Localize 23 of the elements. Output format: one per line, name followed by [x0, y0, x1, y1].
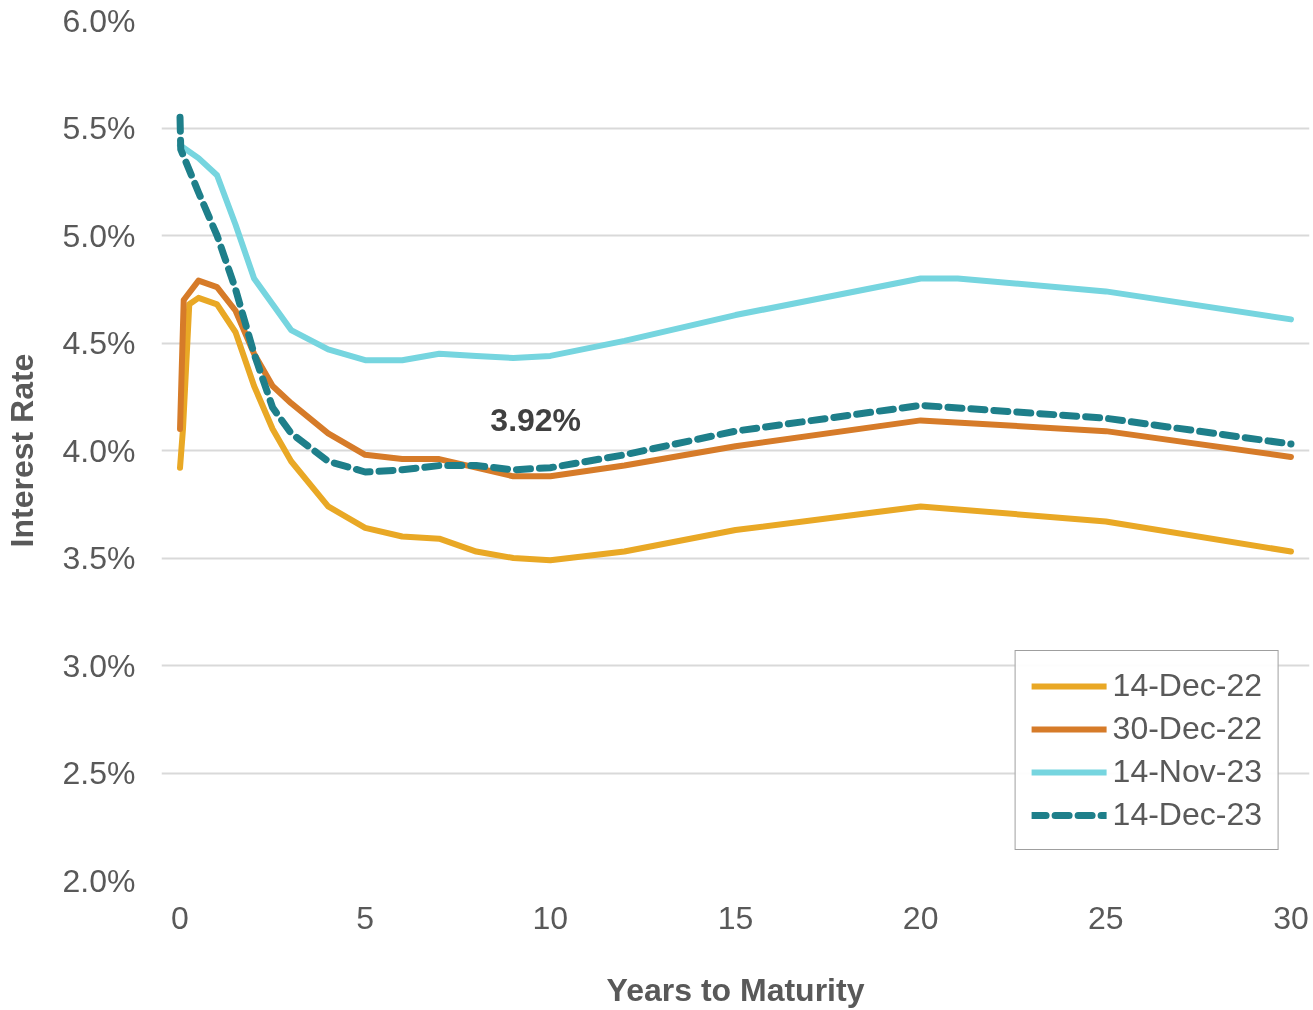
y-tick-label: 3.0%: [62, 647, 136, 684]
x-tick-label: 10: [532, 899, 569, 936]
y-tick-label: 2.0%: [62, 862, 136, 899]
x-tick-label: 5: [356, 899, 375, 936]
x-tick-label: 20: [902, 899, 939, 936]
y-tick-label: 3.5%: [62, 540, 136, 576]
y-tick-label: 4.5%: [62, 325, 136, 361]
y-tick-label: 5.0%: [62, 217, 136, 254]
y-tick-label: 2.5%: [62, 755, 136, 791]
y-axis-title: Interest Rate: [3, 353, 40, 548]
x-tick-label: 0: [171, 899, 189, 936]
y-tick-label: 6.0%: [62, 2, 136, 39]
x-tick-label: 30: [1273, 899, 1309, 936]
legend-label: 30-Dec-22: [1112, 710, 1262, 747]
legend-label: 14-Dec-22: [1112, 667, 1262, 704]
x-tick-label: 15: [717, 899, 754, 936]
x-axis-title: Years to Maturity: [606, 971, 865, 1008]
y-tick-label: 5.5%: [62, 110, 136, 146]
x-tick-label: 25: [1088, 899, 1124, 936]
y-tick-label: 4.0%: [62, 432, 136, 469]
annotation: 3.92%: [490, 401, 582, 438]
legend-label: 14-Dec-23: [1112, 796, 1262, 833]
legend-label: 14-Nov-23: [1112, 753, 1262, 790]
